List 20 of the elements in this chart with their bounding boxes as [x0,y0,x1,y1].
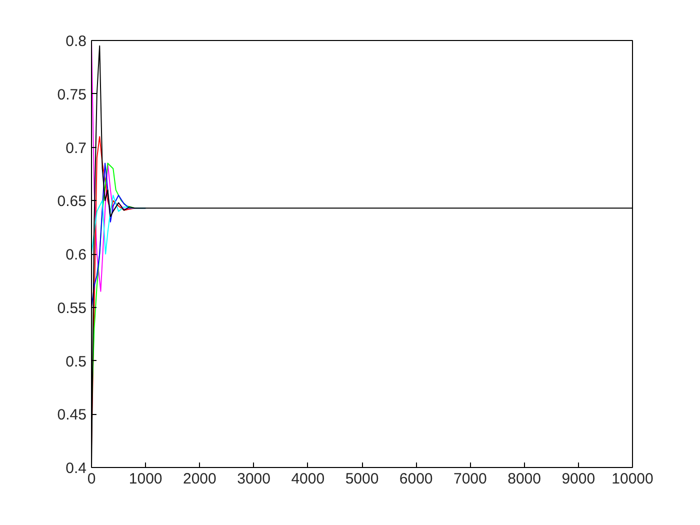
x-tick-label: 8000 [508,470,541,488]
x-tick-label: 9000 [562,470,596,488]
x-tick-label: 1000 [128,470,162,488]
y-tick-label: 0.6 [66,246,87,264]
y-tick-label: 0.45 [57,406,87,424]
x-tick-label: 3000 [237,470,270,488]
y-tick-label: 0.55 [57,300,87,317]
x-tick-label: 4000 [291,470,325,488]
y-tick-label: 0.75 [57,86,87,104]
x-tick-label: 2000 [183,470,216,488]
x-tick-label: 0 [87,470,96,488]
y-tick-label: 0.5 [66,353,87,370]
x-tick-label: 7000 [454,470,487,488]
x-tick-label: 10000 [612,470,654,488]
x-tick-label: 5000 [345,470,379,488]
y-tick-label: 0.4 [66,460,87,477]
y-tick-label: 0.65 [57,193,87,210]
y-tick-label: 0.7 [66,140,87,157]
y-tick-label: 0.8 [66,33,87,50]
x-tick-label: 6000 [399,470,433,488]
